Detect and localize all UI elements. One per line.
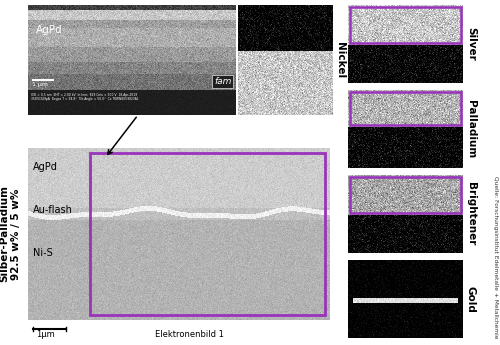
Bar xyxy=(350,177,461,213)
Bar xyxy=(350,7,461,43)
Text: Elektronenbild 1: Elektronenbild 1 xyxy=(154,330,224,339)
Text: 1μm: 1μm xyxy=(36,330,55,339)
Bar xyxy=(90,153,325,315)
Text: Nickel: Nickel xyxy=(335,42,345,78)
Text: 35DV/349pA  Degas T = 94.8°  Tilt-Angle = 50.0°  Cx TKWN8059823A1: 35DV/349pA Degas T = 94.8° Tilt-Angle = … xyxy=(31,97,138,101)
Text: Brightener: Brightener xyxy=(466,182,476,246)
Text: 1 μm: 1 μm xyxy=(32,82,48,87)
Text: Palladium: Palladium xyxy=(466,100,476,158)
Text: Au-flash: Au-flash xyxy=(33,205,73,215)
Text: AgPd: AgPd xyxy=(33,162,58,172)
Text: Silver: Silver xyxy=(466,27,476,61)
Text: Quelle: Forschungsinstitut Edelmetalle + Metallchemie: Quelle: Forschungsinstitut Edelmetalle +… xyxy=(493,176,498,338)
Text: Gold: Gold xyxy=(466,286,476,313)
Text: Ni-S: Ni-S xyxy=(33,248,53,258)
Text: fam: fam xyxy=(214,77,232,86)
Text: AgPd: AgPd xyxy=(36,25,62,35)
Bar xyxy=(350,92,461,125)
Text: V/D = 0.5 nm  EHT = 2.00 kV  In lens  829 Cnts = 900 V  18-Apr-2019: V/D = 0.5 nm EHT = 2.00 kV In lens 829 C… xyxy=(31,93,137,97)
Text: Silber-Palladium
92.5 w% / 5 w%: Silber-Palladium 92.5 w% / 5 w% xyxy=(0,186,21,283)
